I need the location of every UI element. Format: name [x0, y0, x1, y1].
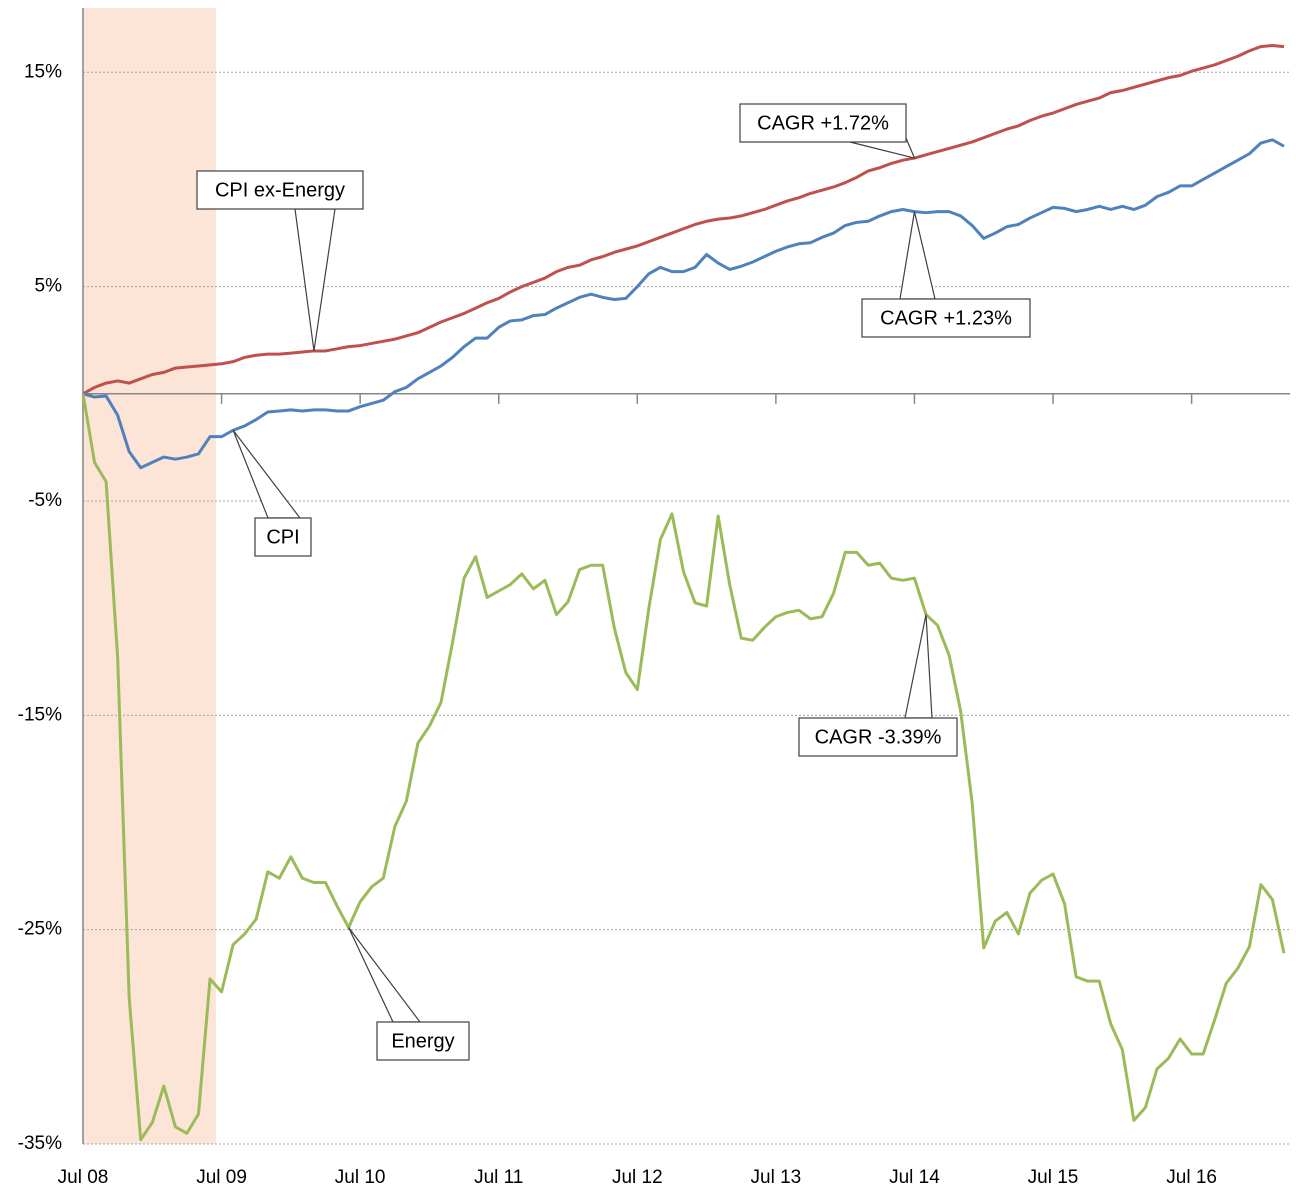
callout-box	[861, 298, 1031, 338]
annotation: CAGR +1.72%	[757, 112, 889, 134]
x-tick-label: Jul 09	[196, 1167, 247, 1188]
x-tick-label: Jul 12	[612, 1167, 663, 1188]
callout-box	[376, 1021, 470, 1061]
callout-pointer	[904, 614, 933, 719]
annotation: Energy	[391, 1030, 454, 1052]
x-tick-label: Jul 11	[474, 1167, 523, 1188]
annotation: CAGR -3.39%	[815, 726, 942, 748]
callout-box	[254, 517, 312, 557]
x-tick-label: Jul 08	[58, 1167, 109, 1188]
x-tick-label: Jul 10	[335, 1167, 386, 1188]
callout-box	[798, 717, 958, 757]
callout-pointer	[294, 208, 336, 352]
x-tick-label: Jul 13	[751, 1167, 802, 1188]
annotation: CAGR +1.23%	[880, 307, 1012, 329]
x-tick-label: Jul 16	[1166, 1167, 1217, 1188]
x-tick-label: Jul 14	[889, 1167, 940, 1188]
y-tick-label: -25%	[18, 919, 62, 940]
highlight-band	[83, 8, 216, 1144]
y-tick-label: -5%	[28, 490, 62, 511]
y-tick-label: -35%	[18, 1133, 62, 1154]
callout-box	[196, 170, 364, 210]
callout-pointer	[899, 211, 936, 300]
y-tick-label: -15%	[18, 704, 62, 725]
series-line	[82, 44, 1285, 396]
callout-pointer	[232, 429, 302, 519]
y-tick-label: 15%	[24, 61, 62, 82]
callout-pointer	[348, 927, 422, 1023]
annotation: CPI ex-Energy	[215, 179, 345, 201]
callout-box	[739, 103, 907, 143]
series-line	[81, 393, 1286, 1142]
series-line	[82, 138, 1285, 470]
annotation: CPI	[266, 526, 299, 548]
y-tick-label: 5%	[35, 276, 63, 297]
x-tick-label: Jul 15	[1028, 1167, 1079, 1188]
